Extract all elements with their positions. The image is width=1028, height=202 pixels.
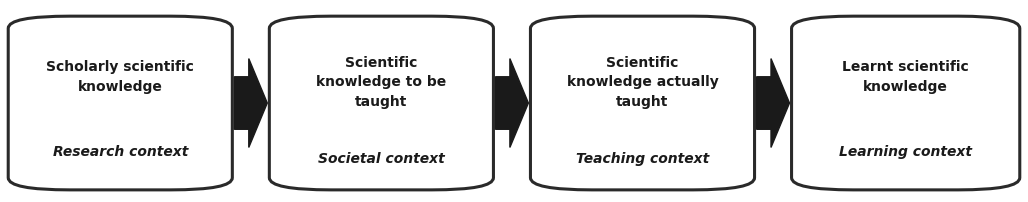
Text: Scientific
knowledge actually
taught: Scientific knowledge actually taught xyxy=(566,56,719,109)
FancyBboxPatch shape xyxy=(792,16,1020,190)
Text: Teaching context: Teaching context xyxy=(576,152,709,166)
FancyBboxPatch shape xyxy=(269,16,493,190)
Text: Scientific
knowledge to be
taught: Scientific knowledge to be taught xyxy=(317,56,446,109)
Text: Scholarly scientific
knowledge: Scholarly scientific knowledge xyxy=(46,60,194,94)
Polygon shape xyxy=(234,59,267,147)
Polygon shape xyxy=(757,59,790,147)
FancyBboxPatch shape xyxy=(8,16,232,190)
Text: Research context: Research context xyxy=(52,145,188,159)
Text: Societal context: Societal context xyxy=(318,152,445,166)
Text: Learning context: Learning context xyxy=(839,145,972,159)
Polygon shape xyxy=(495,59,528,147)
Text: Learnt scientific
knowledge: Learnt scientific knowledge xyxy=(842,60,969,94)
FancyBboxPatch shape xyxy=(530,16,755,190)
